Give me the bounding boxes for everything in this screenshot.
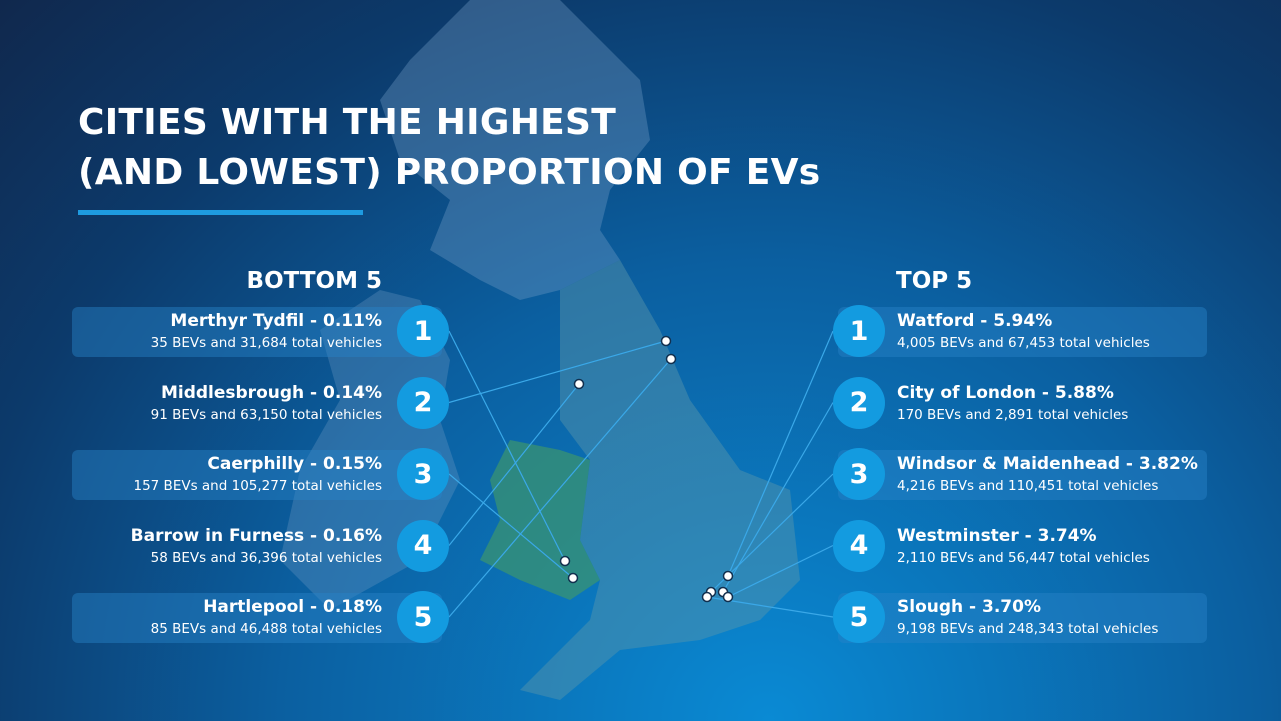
city-detail: 9,198 BEVs and 248,343 total vehicles	[897, 621, 1159, 637]
city-label: Westminster - 3.74%	[897, 525, 1097, 546]
city-label: Slough - 3.70%	[897, 597, 1041, 617]
city-dot	[559, 555, 571, 567]
bottom-heading: BOTTOM 5	[246, 268, 382, 294]
city-label: Caerphilly - 0.15%	[207, 454, 382, 474]
row-panel	[72, 307, 442, 357]
city-detail: 4,216 BEVs and 110,451 total vehicles	[897, 478, 1159, 494]
wales	[480, 440, 600, 600]
rank-badge: 2	[397, 376, 449, 429]
city-label: Middlesbrough - 0.14%	[160, 382, 382, 403]
title-underline	[78, 210, 363, 215]
rank-badge: 5	[397, 591, 449, 643]
city-dot	[573, 378, 585, 390]
city-detail: 85 BEVs and 46,488 total vehicles	[150, 621, 382, 637]
rank-badge: 5	[833, 591, 885, 643]
connector	[448, 473, 574, 579]
city-detail: 91 BEVs and 63,150 total vehicles	[150, 406, 382, 423]
connector	[448, 358, 672, 618]
city-label: Watford - 5.94%	[897, 311, 1053, 331]
city-dot	[722, 570, 734, 582]
title-line: CITIES WITH THE HIGHEST	[78, 102, 617, 143]
city-dot	[665, 353, 677, 365]
city-dot	[722, 591, 734, 603]
rank-badge: 4	[397, 519, 449, 572]
rank-badge: 3	[397, 448, 449, 500]
city-label: Barrow in Furness - 0.16%	[130, 525, 382, 546]
row-panel	[838, 593, 1207, 643]
rank-badge: 3	[833, 448, 885, 500]
title-line: (AND LOWEST) PROPORTION OF EVs	[78, 152, 821, 193]
england	[520, 260, 800, 700]
city-label: Hartlepool - 0.18%	[203, 597, 382, 617]
city-dot	[701, 591, 713, 603]
city-detail: 2,110 BEVs and 56,447 total vehicles	[897, 549, 1150, 566]
city-label: City of London - 5.88%	[897, 382, 1114, 403]
city-detail: 35 BEVs and 31,684 total vehicles	[150, 335, 382, 351]
city-label: Merthyr Tydfil - 0.11%	[170, 311, 382, 331]
connector	[727, 330, 834, 577]
connector	[727, 544, 834, 598]
connector	[448, 340, 667, 404]
top-heading: TOP 5	[896, 268, 973, 294]
city-detail: 58 BEVs and 36,396 total vehicles	[150, 549, 382, 566]
city-label: Windsor & Maidenhead - 3.82%	[897, 454, 1198, 474]
city-detail: 157 BEVs and 105,277 total vehicles	[133, 478, 383, 494]
rank-badge: 2	[833, 376, 885, 429]
city-dot	[660, 335, 672, 347]
rank-badge: 4	[833, 519, 885, 572]
city-dot	[567, 572, 579, 584]
row-panel	[838, 307, 1207, 357]
rank-badge: 1	[833, 305, 885, 357]
rank-badge: 1	[397, 305, 449, 357]
row-panel	[72, 450, 442, 500]
row-panel	[72, 593, 442, 643]
scotland	[380, 0, 650, 300]
connector	[448, 383, 580, 546]
city-detail: 170 BEVs and 2,891 total vehicles	[897, 406, 1129, 423]
connector	[722, 402, 834, 593]
connector	[448, 330, 566, 562]
row-panel	[838, 450, 1207, 500]
city-detail: 4,005 BEVs and 67,453 total vehicles	[897, 335, 1150, 351]
